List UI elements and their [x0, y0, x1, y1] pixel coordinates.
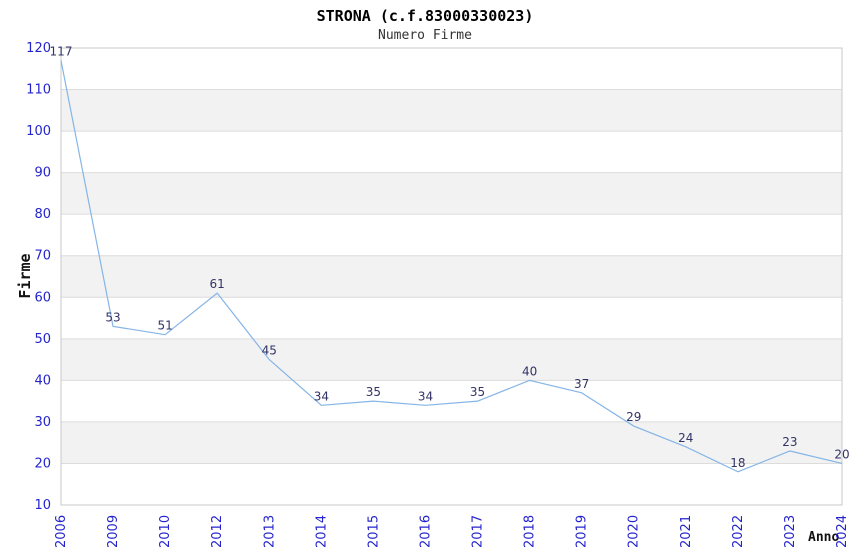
x-tick-label: 2018 — [523, 515, 538, 548]
x-tick-label: 2016 — [418, 515, 433, 548]
data-point-label: 29 — [626, 410, 641, 424]
y-tick-label: 40 — [34, 373, 51, 388]
plot-band — [61, 89, 842, 132]
x-tick-label: 2015 — [366, 515, 381, 548]
data-point-label: 34 — [314, 389, 329, 403]
data-point-label: 20 — [834, 447, 849, 461]
data-line — [60, 60, 843, 473]
data-point-label: 34 — [418, 389, 433, 403]
x-tick-label: 2017 — [471, 515, 486, 548]
data-point-label: 40 — [522, 364, 537, 378]
plot-band — [61, 338, 842, 381]
data-point-label: 23 — [782, 435, 797, 449]
x-tick-label: 2022 — [731, 515, 746, 548]
data-point-label: 24 — [678, 431, 693, 445]
data-point-label: 45 — [262, 344, 277, 358]
plot-band — [61, 255, 842, 298]
y-tick-label: 90 — [34, 166, 51, 181]
chart-title: STRONA (c.f.83000330023) — [316, 7, 534, 25]
x-tick-label: 2012 — [210, 515, 225, 548]
data-point-label: 61 — [210, 277, 225, 291]
data-point-label: 51 — [157, 319, 172, 333]
x-tick-label: 2024 — [835, 515, 850, 548]
x-tick-label: 2006 — [54, 515, 69, 548]
y-tick-label: 10 — [34, 498, 51, 513]
y-tick-label: 30 — [34, 415, 51, 430]
x-tick-label: 2014 — [314, 515, 329, 548]
data-point-label: 117 — [50, 44, 73, 58]
x-tick-label: 2023 — [783, 515, 798, 548]
x-tick-label: 2019 — [575, 515, 590, 548]
plot-border — [60, 47, 843, 506]
plot-band — [61, 421, 842, 464]
y-tick-label: 80 — [34, 207, 51, 222]
y-tick-label: 60 — [34, 290, 51, 305]
data-point-label: 37 — [574, 377, 589, 391]
y-tick-label: 20 — [34, 456, 51, 471]
data-point-label: 53 — [105, 310, 120, 324]
x-tick-label: 2009 — [106, 515, 121, 548]
plot-band — [61, 172, 842, 215]
y-tick-label: 70 — [34, 249, 51, 264]
x-tick-label: 2013 — [262, 515, 277, 548]
x-tick-label: 2021 — [679, 515, 694, 548]
x-tick-label: 2010 — [158, 515, 173, 548]
x-axis-title: Anno — [808, 530, 840, 545]
y-tick-label: 120 — [26, 41, 51, 56]
data-point-label: 35 — [366, 385, 381, 399]
y-tick-label: 110 — [26, 83, 51, 98]
y-tick-label: 100 — [26, 124, 51, 139]
chart-subtitle: Numero Firme — [378, 28, 472, 43]
y-tick-label: 50 — [34, 332, 51, 347]
data-point-label: 18 — [730, 456, 745, 470]
data-point-label: 35 — [470, 385, 485, 399]
x-tick-label: 2020 — [627, 515, 642, 548]
